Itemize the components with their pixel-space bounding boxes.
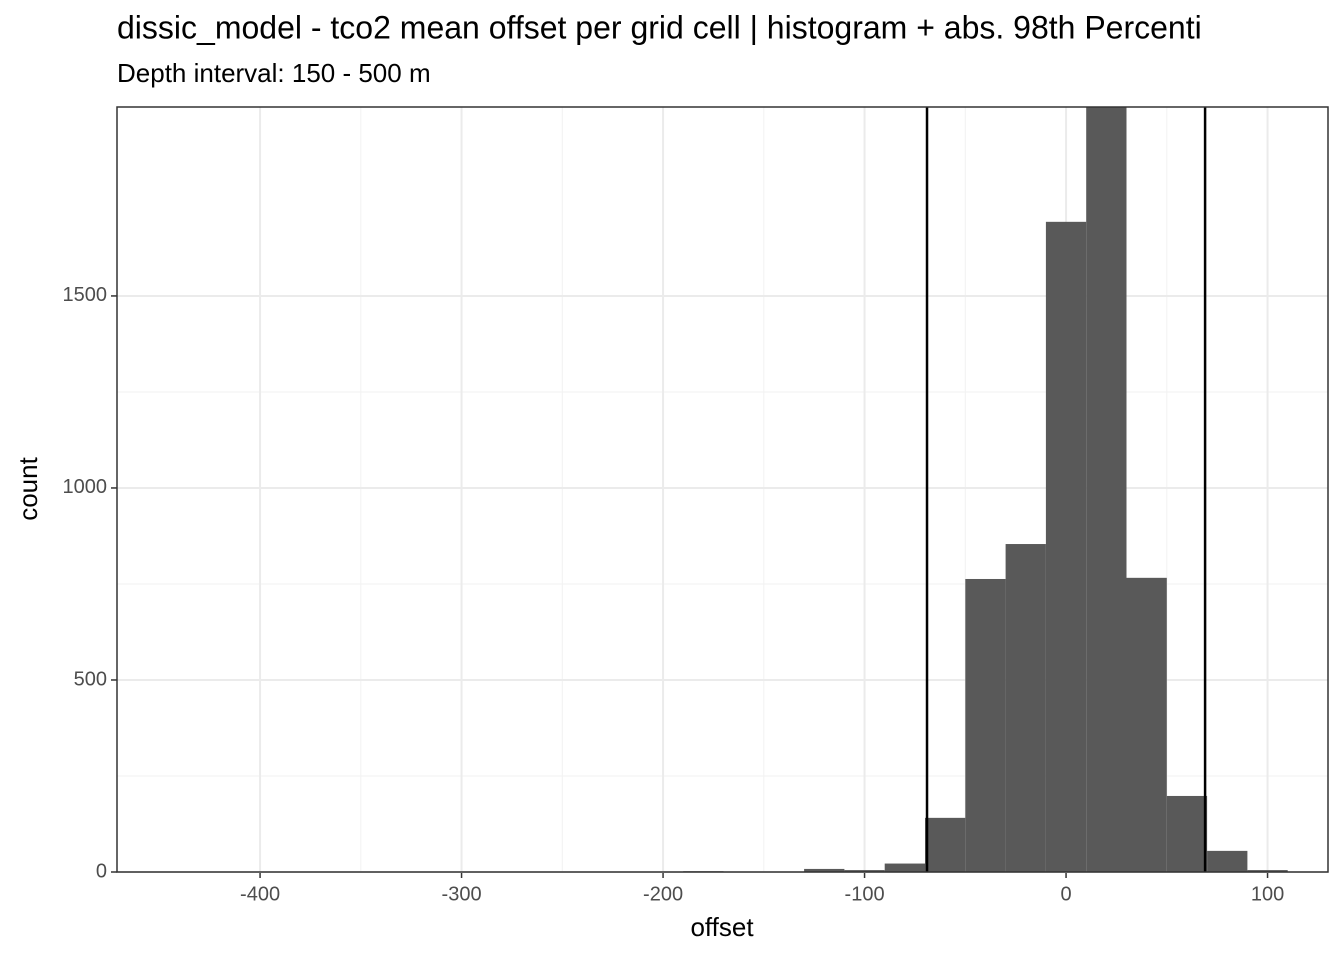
x-tick-label: -300: [442, 883, 482, 905]
chart-title: dissic_model - tco2 mean offset per grid…: [117, 9, 1202, 45]
x-tick-label: 100: [1251, 883, 1284, 905]
x-tick-label: -200: [643, 883, 683, 905]
bar: [1086, 107, 1127, 872]
y-axis-title: count: [13, 456, 43, 520]
x-tick-label: -400: [240, 883, 280, 905]
bar: [1005, 544, 1046, 872]
x-axis-title: offset: [690, 912, 754, 942]
y-tick-label: 500: [74, 668, 107, 690]
bar: [1207, 850, 1248, 872]
x-tick-label: -100: [845, 883, 885, 905]
bar: [1166, 795, 1208, 872]
bar: [804, 868, 845, 872]
bar: [884, 863, 926, 872]
bar: [1247, 870, 1288, 872]
y-tick-label: 0: [96, 860, 107, 882]
chart-subtitle: Depth interval: 150 - 500 m: [117, 58, 431, 88]
bar: [925, 817, 966, 872]
bar: [1126, 577, 1167, 872]
panel-border: [116, 106, 1329, 873]
bar: [844, 870, 885, 872]
y-tick-label: 1500: [63, 284, 108, 306]
bar: [1045, 221, 1087, 873]
x-tick-label: 0: [1060, 883, 1071, 905]
y-tick-label: 1000: [63, 476, 108, 498]
bar: [965, 578, 1006, 872]
